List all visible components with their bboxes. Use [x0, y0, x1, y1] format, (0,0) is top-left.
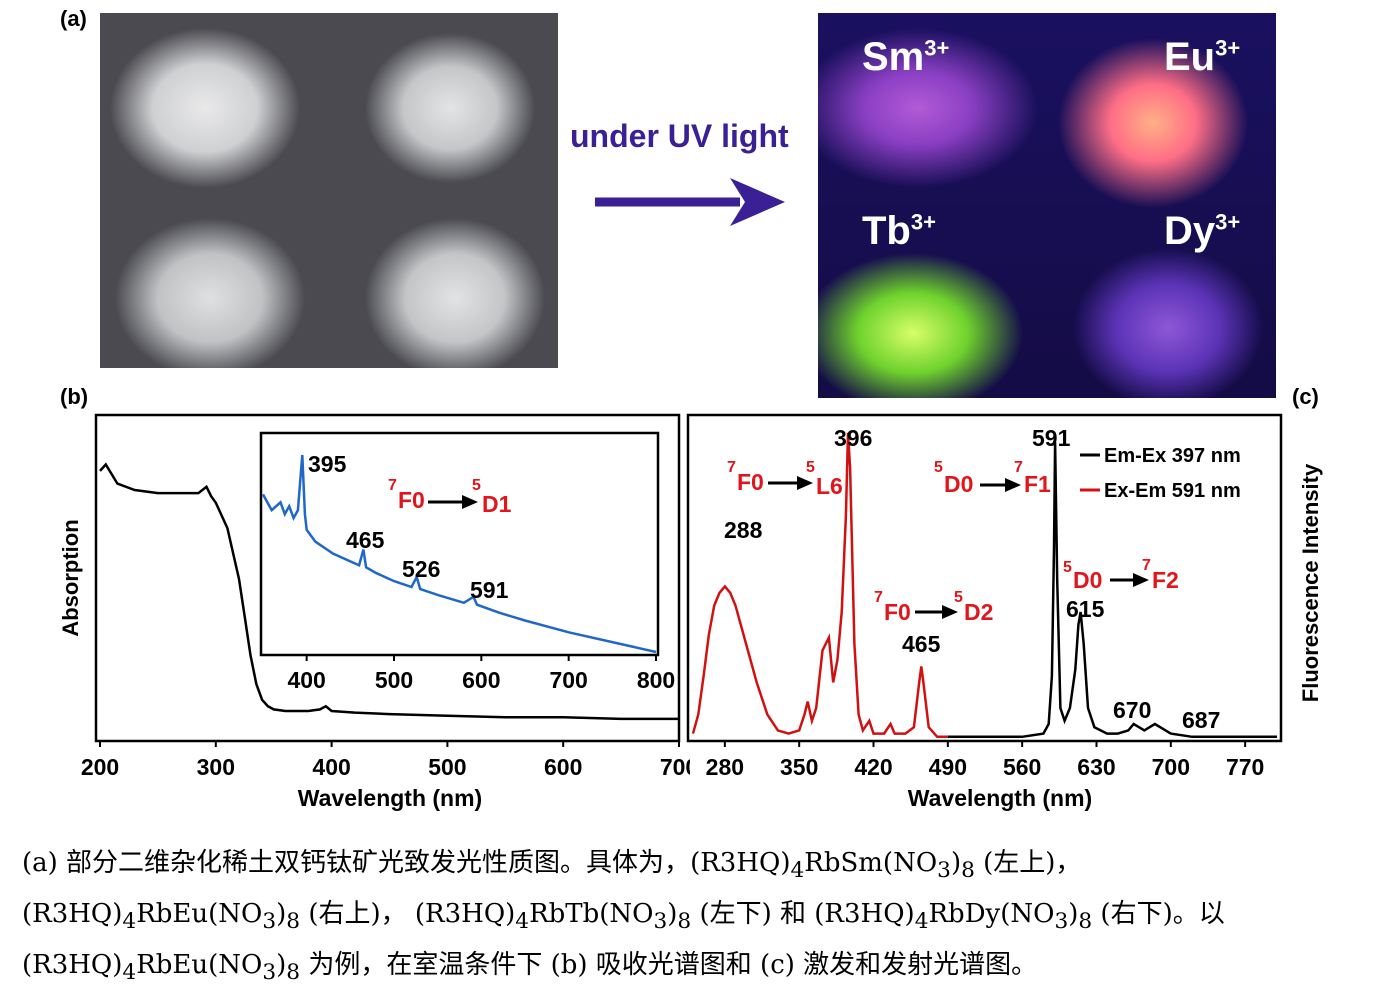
svg-text:5: 5	[1063, 559, 1072, 576]
legend: Em-Ex 397 nm Ex-Em 591 nm	[1080, 445, 1241, 502]
inset-tick-label-500: 500	[375, 667, 413, 693]
ion-label-eu: Eu3+	[1164, 35, 1241, 79]
svg-text:7: 7	[727, 459, 736, 476]
transition-d0-f1: 5 D0 7 F1	[934, 459, 1051, 497]
legend-label-ex-em: Ex-Em 591 nm	[1104, 480, 1241, 502]
caption-line-2: (R3HQ)4RbEu(NO3)8 (右上)， (R3HQ)4RbTb(NO3)…	[22, 899, 1225, 935]
svg-text:7: 7	[874, 589, 883, 606]
absorption-chart: Absorption Wavelength (nm) 200 300 400 500 6…	[58, 413, 690, 811]
chart-c-tick-label-420: 420	[854, 754, 892, 780]
ion-label-dy: Dy3+	[1164, 209, 1241, 253]
peak-615: 615	[1066, 596, 1105, 622]
transition-d0-f2: 5 D0 7 F2	[1063, 557, 1179, 593]
svg-text:D0: D0	[1073, 567, 1102, 593]
transition-f0-l6: 7 F0 5 L6	[727, 459, 843, 499]
inset-tick-label-800: 800	[637, 667, 675, 693]
svg-text:D2: D2	[964, 599, 993, 625]
inset-transition-f0-d1: 7 F0 5 D1	[388, 477, 512, 517]
inset-peak-395: 395	[308, 451, 347, 477]
chart-c-tick-label-770: 770	[1226, 754, 1264, 780]
peak-591: 591	[1032, 425, 1071, 451]
chart-c-tick-label-560: 560	[1003, 754, 1041, 780]
chart-c-tick-label-630: 630	[1077, 754, 1115, 780]
panel-a-label: (a)	[60, 6, 87, 31]
svg-text:F0: F0	[398, 487, 425, 513]
peak-396: 396	[834, 425, 872, 451]
chart-c-ylabel: Fluorescence Intensity	[1298, 463, 1323, 702]
right-arrow-icon	[595, 178, 785, 226]
inset-absorption-line	[261, 454, 657, 654]
chart-b-tick-label-300: 300	[197, 754, 235, 780]
chart-c-tick-label-350: 350	[780, 754, 818, 780]
svg-text:7: 7	[1142, 557, 1151, 574]
chart-c-tick-label-700: 700	[1152, 754, 1190, 780]
chart-c-tick-label-490: 490	[929, 754, 967, 780]
inset-frame	[259, 431, 660, 657]
chart-b-tick-label-700: 700	[660, 754, 690, 780]
inset-peak-526: 526	[402, 556, 440, 582]
emission-spectrum-line	[947, 442, 1277, 739]
chart-c-xlabel: Wavelength (nm)	[908, 785, 1092, 811]
chart-b-frame	[94, 413, 681, 743]
svg-text:F0: F0	[737, 469, 764, 495]
panel-c-label: (c)	[1292, 384, 1319, 409]
absorption-line	[99, 462, 679, 721]
caption-line-1: (a) 部分二维杂化稀土双钙钛矿光致发光性质图。具体为，(R3HQ)4RbSm(…	[22, 848, 1082, 884]
svg-text:5: 5	[954, 589, 963, 606]
inset-peak-465: 465	[346, 527, 385, 553]
chart-b-ylabel: Absorption	[58, 519, 83, 636]
uv-arrow-text: under UV light	[570, 118, 789, 154]
chart-b-tick-label-400: 400	[312, 754, 350, 780]
svg-text:5: 5	[806, 459, 815, 476]
chart-b-tick-label-200: 200	[81, 754, 119, 780]
chart-b-tick-label-500: 500	[428, 754, 466, 780]
transition-f0-d2: 7 F0 5 D2	[874, 589, 993, 625]
ion-label-tb: Tb3+	[862, 209, 936, 253]
svg-text:D1: D1	[482, 491, 512, 517]
peak-687: 687	[1182, 707, 1220, 733]
svg-text:F2: F2	[1152, 567, 1179, 593]
ion-label-sm: Sm3+	[862, 35, 950, 79]
chart-b-xlabel: Wavelength (nm)	[298, 785, 482, 811]
crystals-uv-photo: Sm3+ Eu3+ Tb3+ Dy3+	[818, 13, 1276, 398]
caption-line-3: (R3HQ)4RbEu(NO3)8 为例，在室温条件下 (b) 吸收光谱图和 (…	[22, 950, 1038, 986]
svg-text:7: 7	[1014, 459, 1023, 476]
peak-288: 288	[724, 517, 763, 543]
chart-c-frame	[686, 413, 1283, 743]
inset-tick-label-400: 400	[287, 667, 325, 693]
crystals-daylight-photo	[100, 13, 558, 368]
inset-tick-label-600: 600	[462, 667, 500, 693]
svg-text:F1: F1	[1024, 471, 1051, 497]
svg-text:F0: F0	[884, 599, 911, 625]
peak-465: 465	[902, 631, 941, 657]
peak-670: 670	[1113, 697, 1151, 723]
fluorescence-chart: Fluorescence Intensity Wavelength (nm) 2…	[686, 413, 1323, 811]
inset-tick-label-700: 700	[549, 667, 587, 693]
chart-b-tick-label-600: 600	[544, 754, 582, 780]
svg-text:7: 7	[388, 477, 397, 494]
panel-b-label: (b)	[60, 384, 89, 409]
svg-text:5: 5	[472, 477, 481, 494]
legend-label-em-ex: Em-Ex 397 nm	[1104, 445, 1241, 467]
svg-text:5: 5	[934, 459, 943, 476]
chart-c-tick-label-280: 280	[706, 754, 744, 780]
inset-peak-591: 591	[470, 577, 509, 603]
svg-text:D0: D0	[944, 471, 973, 497]
svg-text:L6: L6	[816, 473, 843, 499]
excitation-spectrum-line	[691, 432, 948, 739]
